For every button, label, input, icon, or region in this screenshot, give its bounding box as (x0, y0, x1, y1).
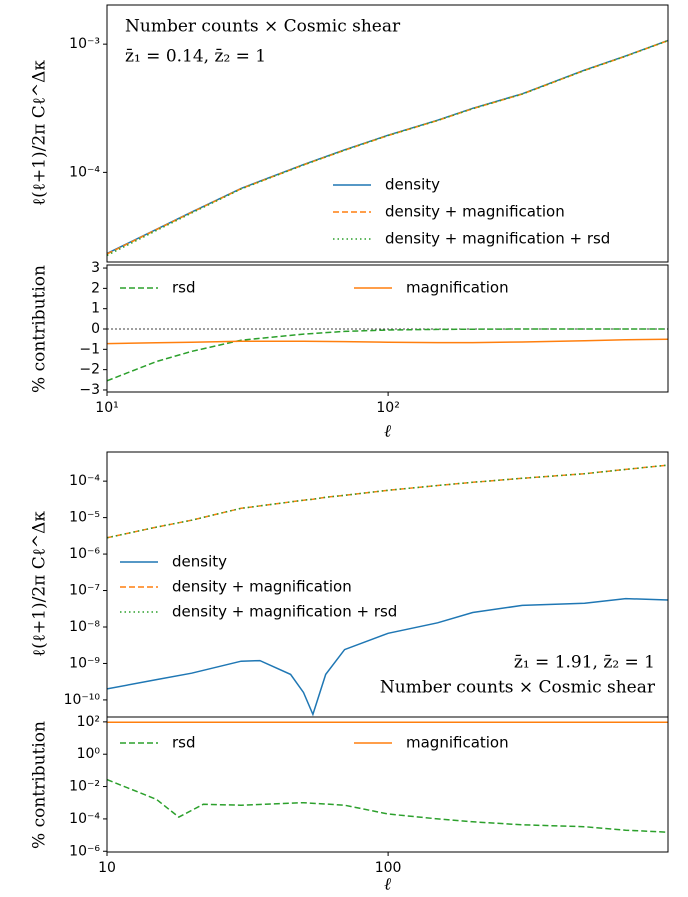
x-tick-label: 10² (376, 400, 399, 416)
y-tick-label: 10⁻³ (69, 36, 100, 52)
y-tick-label: −2 (79, 362, 100, 378)
y-axis-label: % contribution (30, 265, 50, 393)
series-line (107, 778, 668, 833)
y-tick-label: 10⁻⁵ (69, 510, 100, 526)
legend-label: density + magnification + rsd (385, 230, 610, 248)
y-tick-label: 3 (91, 260, 100, 276)
plot-frame (106, 264, 669, 393)
y-tick-label: 10⁻¹⁰ (64, 692, 101, 708)
y-tick-label: 10⁻⁷ (69, 583, 100, 599)
y-tick-label: 1 (91, 301, 100, 317)
legend-label: density + magnification + rsd (172, 603, 397, 621)
y-tick-label: 10⁻⁴ (69, 164, 100, 180)
y-tick-label: −3 (79, 382, 100, 398)
x-tick-label: 10¹ (95, 400, 118, 416)
plot-frame (106, 716, 669, 853)
series-line (107, 464, 668, 539)
y-tick-label: 10⁰ (77, 746, 101, 762)
legend-label: density + magnification (385, 203, 565, 221)
legend-label: density (385, 176, 440, 194)
legend-label: density (172, 553, 227, 571)
y-tick-label: 2 (91, 280, 100, 296)
y-axis-label: ℓ(ℓ+1)/2π Cℓ^Δκ (30, 60, 50, 206)
annotation: Number counts × Cosmic shear (380, 678, 656, 698)
y-tick-label: 10² (77, 714, 100, 730)
y-tick-label: 10⁻⁹ (69, 655, 100, 671)
series-line (107, 39, 668, 255)
y-tick-label: −1 (79, 341, 100, 357)
y-tick-label: 10⁻⁸ (69, 619, 100, 635)
series-line (107, 39, 668, 255)
series-line (107, 328, 668, 382)
plot-frame (106, 4, 669, 263)
y-tick-label: 10⁻⁴ (69, 811, 100, 827)
series-line (107, 597, 668, 717)
x-tick-label: 100 (375, 860, 402, 876)
y-axis-label: ℓ(ℓ+1)/2π Cℓ^Δκ (30, 511, 50, 657)
series-line (107, 39, 668, 257)
legend-label: rsd (172, 279, 196, 297)
annotation: z̄₁ = 0.14, z̄₂ = 1 (125, 47, 266, 67)
annotation: Number counts × Cosmic shear (125, 17, 401, 37)
series-line (107, 464, 668, 539)
y-tick-label: 10⁻⁴ (69, 473, 100, 489)
annotation: z̄₁ = 1.91, z̄₂ = 1 (514, 653, 655, 673)
x-axis-label: ℓ (384, 422, 391, 442)
x-axis-label: ℓ (384, 875, 391, 895)
series-line (107, 338, 668, 345)
y-tick-label: 0 (91, 321, 100, 337)
y-tick-label: 10⁻⁶ (69, 843, 100, 859)
legend-label: magnification (406, 734, 509, 752)
y-axis-label: % contribution (30, 721, 50, 849)
y-tick-label: 10⁻² (69, 779, 100, 795)
y-tick-label: 10⁻⁶ (69, 546, 100, 562)
legend-label: rsd (172, 734, 196, 752)
legend-label: magnification (406, 279, 509, 297)
x-tick-label: 10 (98, 860, 116, 876)
legend-label: density + magnification (172, 578, 352, 596)
